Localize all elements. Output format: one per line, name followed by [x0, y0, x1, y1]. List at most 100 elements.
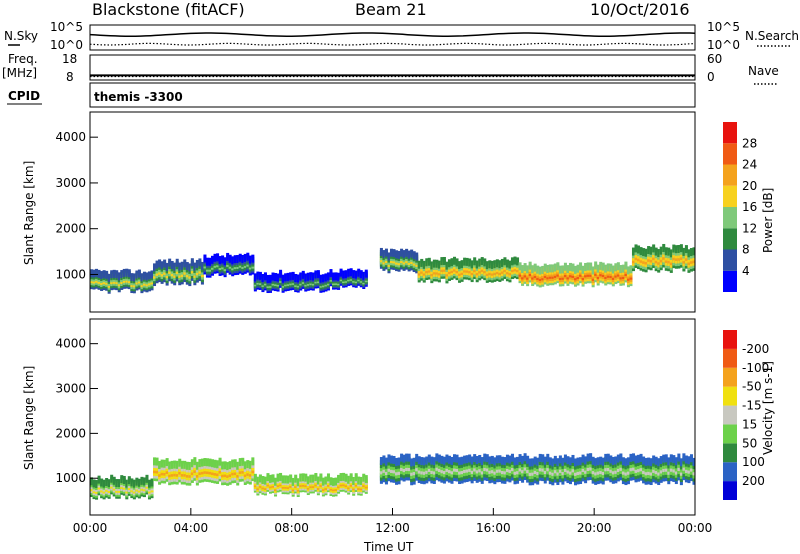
band-0-cell [135, 270, 139, 279]
nsky-label: N.Sky [4, 29, 38, 43]
band-7-cell [586, 262, 590, 271]
band-3-cell [614, 456, 618, 465]
band-3-cell [687, 456, 691, 465]
band-5-cell [410, 249, 414, 258]
band-7-cell [518, 262, 522, 271]
band-2-cell [231, 256, 235, 265]
band-3-cell [571, 454, 575, 463]
band-3-cell [631, 453, 635, 462]
band-6-cell [508, 260, 512, 269]
band-3-cell [558, 455, 562, 464]
band-2-cell [236, 255, 240, 264]
power-colorbar: 4 8 12 16 20 24 28 [723, 122, 757, 292]
band-5-cell [415, 252, 419, 261]
band-3-cell [253, 273, 257, 282]
band-0-cell [110, 474, 114, 483]
band-1-cell [195, 259, 199, 268]
band-2-cell [332, 477, 336, 486]
xtick-label-5: 20:00 [577, 521, 612, 535]
band-3-cell [256, 271, 260, 280]
band-6-cell [483, 258, 487, 267]
band-8-cell [684, 245, 688, 254]
band-3-cell [692, 457, 696, 466]
band-7-cell [523, 263, 527, 272]
band-7-cell [599, 261, 603, 270]
band-0-cell [140, 476, 144, 485]
band-1-cell [246, 460, 250, 469]
band-8-cell [669, 249, 673, 258]
band-2-cell [238, 253, 242, 262]
band-3-cell [609, 455, 613, 464]
ytick-label-1: 2000 [55, 222, 86, 236]
band-2-cell [263, 476, 267, 485]
colorbar-swatch-7 [723, 348, 737, 368]
band-2-cell [216, 253, 220, 262]
colorbar-swatch-0 [723, 481, 737, 500]
band-6-cell [437, 260, 441, 269]
band-1-cell [231, 459, 235, 468]
band-2-cell [314, 472, 318, 481]
nsearch-tick-top: 10^5 [707, 20, 740, 34]
band-1-cell [173, 460, 177, 469]
colorbar-tick-5: 24 [742, 158, 757, 172]
velocity-ylabel: Slant Range [km] [22, 366, 36, 470]
band-1-cell [160, 459, 164, 468]
band-6-cell [493, 260, 497, 269]
band-6-cell [440, 257, 444, 266]
band-1-cell [183, 460, 187, 469]
band-3-cell [604, 453, 608, 462]
band-1-cell [158, 259, 162, 268]
band-0-cell [137, 478, 141, 487]
band-2-cell [309, 474, 313, 483]
band-7-cell [626, 266, 630, 275]
band-1-cell [195, 461, 199, 470]
band-7-cell [624, 261, 628, 270]
band-3-cell [430, 456, 434, 465]
xtick-label-1: 04:00 [174, 521, 209, 535]
band-1-cell [178, 458, 182, 467]
band-2-cell [324, 476, 328, 485]
band-3-cell [415, 453, 419, 462]
band-3-cell [289, 272, 293, 281]
band-7-cell [566, 265, 570, 274]
band-5-cell [392, 249, 396, 258]
colorbar-tick-0: 200 [742, 474, 765, 488]
band-3-cell [563, 454, 567, 463]
band-2-cell [359, 476, 363, 485]
band-0-cell [102, 479, 106, 488]
band-3-cell [437, 454, 441, 463]
band-3-cell [621, 457, 625, 466]
colorbar-swatch-7 [723, 122, 737, 144]
band-3-cell [435, 453, 439, 462]
band-0-cell [140, 273, 144, 282]
band-3-cell [314, 270, 318, 279]
band-2-cell [347, 475, 351, 484]
band-2-cell [306, 476, 310, 485]
band-3-cell [531, 458, 535, 467]
band-8-cell [634, 244, 638, 253]
band-0-cell [125, 479, 129, 488]
band-3-cell [591, 456, 595, 465]
band-5-cell [402, 250, 406, 259]
band-7-cell [521, 265, 525, 274]
band-2-cell [248, 255, 252, 264]
nave-tick-top: 60 [707, 52, 722, 66]
band-2-cell [276, 473, 280, 482]
band-0-cell [105, 478, 109, 487]
band-3-cell [395, 457, 399, 466]
band-2-cell [218, 256, 222, 265]
band-6-cell [480, 257, 484, 266]
band-7-cell [606, 263, 610, 272]
band-6-cell [417, 260, 421, 269]
band-2-cell [284, 475, 288, 484]
band-8-cell [637, 245, 641, 254]
power-ylabel: Slant Range [km] [22, 161, 36, 265]
xtick-label-6: 00:00 [678, 521, 713, 535]
ytick-label-2: 3000 [55, 382, 86, 396]
band-8-cell [657, 249, 661, 258]
band-1-cell [188, 263, 192, 272]
band-3-cell [400, 453, 404, 462]
velocity-heatmap [90, 453, 696, 500]
band-6-cell [490, 260, 494, 269]
band-7-cell [541, 265, 545, 274]
